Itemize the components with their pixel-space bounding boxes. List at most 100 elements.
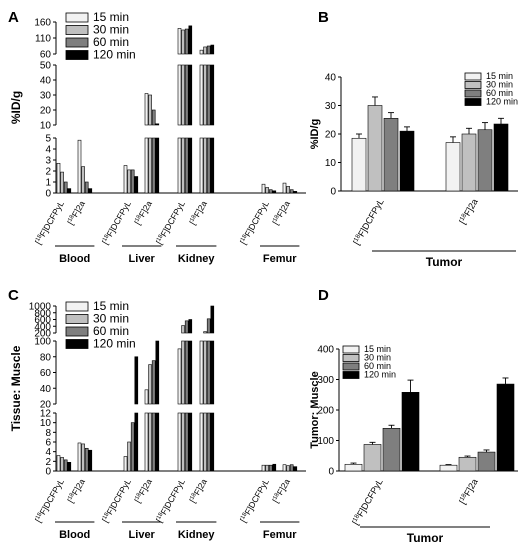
a-bar-c5-s3-seg1 — [210, 64, 215, 126]
a-legend-label-3: 120 min — [93, 48, 136, 62]
c-legend-swatch-2 — [65, 326, 89, 337]
a-x-tick-label-6: [18F]DCFPyL — [238, 199, 271, 246]
b-bar-c0-s2 — [383, 118, 399, 192]
a-y-tick-label-0-2: 2 — [45, 167, 51, 178]
a-bar-c4-s2-seg0 — [184, 137, 189, 194]
d-bar-c1-s2 — [477, 451, 496, 472]
a-bar-c3-s0-seg1 — [144, 93, 149, 126]
a-bar-c0-s0-seg0 — [56, 163, 61, 194]
a-y-tick-label-1-2: 30 — [40, 91, 52, 102]
c-bar-c6-s2-seg0 — [268, 464, 273, 472]
d-legend-swatch-3 — [342, 371, 360, 379]
a-bar-c5-s0-seg0 — [199, 137, 204, 194]
b-legend-swatch-2 — [464, 89, 482, 98]
a-bar-c5-s0-seg2 — [199, 49, 204, 55]
c-legend-swatch-3 — [65, 339, 89, 349]
a-legend-label-1: 30 min — [93, 23, 129, 37]
a-legend-swatch-0 — [65, 12, 89, 23]
d-legend-label-3: 120 min — [364, 370, 396, 380]
a-bar-c2-s2-seg0 — [130, 169, 135, 194]
a-bar-c1-s0-seg0 — [77, 139, 82, 194]
c-bar-c4-s3-seg1 — [188, 340, 193, 405]
c-y-label: Tissue: Muscle — [9, 345, 23, 431]
c-x-tick-label-6: [18F]DCFPyL — [238, 477, 271, 524]
c-y-tick-label-1-0: 20 — [40, 400, 52, 411]
b-legend-label-2: 60 min — [486, 88, 513, 98]
a-bar-c5-s3-seg2 — [210, 44, 215, 55]
panel-d-chart: 0 100 200 300 400 Tumor: Muscle [18F]DCFPyL [18… — [309, 344, 518, 545]
c-bar-c0-s3-seg0 — [67, 461, 72, 472]
c-y-tick-label-1-3: 80 — [40, 352, 52, 363]
a-y-tick-label-1-3: 40 — [40, 76, 52, 87]
c-bar-c2-s0-seg0 — [123, 456, 128, 472]
a-bar-c0-s1-seg0 — [60, 171, 64, 194]
c-bar-c4-s1-seg2 — [181, 325, 185, 334]
b-bar-c0-s3 — [399, 130, 415, 192]
c-x-tick-label-7: [18F]2a — [270, 477, 292, 505]
c-bar-c5-s3-seg2 — [210, 305, 215, 334]
a-y-tick-label-0-0: 0 — [45, 189, 51, 200]
c-bar-c0-s2-seg0 — [63, 459, 68, 472]
c-bar-c3-s1-seg0 — [148, 412, 152, 472]
c-bar-c5-s0-seg0 — [199, 412, 204, 472]
d-legend-label-0: 15 min — [364, 344, 391, 354]
c-group-label-1: Liver — [129, 529, 156, 541]
b-legend-swatch-0 — [464, 72, 482, 81]
a-bar-c5-s2-seg2 — [206, 45, 211, 55]
a-bar-c5-s1-seg1 — [203, 64, 207, 126]
b-x-label: Tumor — [426, 255, 463, 269]
c-bar-c4-s3-seg2 — [188, 319, 193, 334]
a-y-tick-label-2-0: 60 — [40, 50, 52, 61]
d-bar-c1-s0 — [439, 464, 458, 472]
c-y-tick-label-2-2: 600 — [34, 315, 51, 326]
a-bar-c5-s1-seg2 — [203, 46, 207, 55]
a-y-tick-label-0-4: 4 — [45, 145, 51, 156]
a-y-tick-label-1-0: 10 — [40, 121, 52, 132]
a-bar-c5-s0-seg1 — [199, 64, 204, 126]
c-group-label-0: Blood — [59, 529, 90, 541]
a-bar-c1-s2-seg0 — [84, 181, 89, 194]
b-legend-swatch-3 — [464, 98, 482, 106]
a-bar-c4-s3-seg1 — [188, 64, 193, 126]
a-bar-c4-s3-seg0 — [188, 137, 193, 194]
a-bar-c3-s0-seg0 — [144, 137, 149, 194]
c-y-tick-label-0-1: 2 — [45, 457, 51, 468]
d-bar-c1-s1 — [458, 456, 477, 472]
b-x-tick-label-1: [18F]2a — [457, 197, 479, 226]
a-bar-c0-s3-seg0 — [67, 188, 72, 194]
a-y-tick-label-2-1: 110 — [35, 34, 51, 45]
c-x-tick-label-4: [18F]DCFPyL — [154, 477, 187, 524]
a-bar-c6-s3-seg0 — [272, 190, 277, 194]
b-y-tick-label-0: 0 — [330, 187, 336, 198]
b-bar-c1-s0 — [445, 142, 461, 192]
c-bar-c4-s1-seg0 — [181, 412, 185, 472]
b-legend-label-0: 15 min — [486, 71, 513, 81]
a-bar-c3-s3-seg0 — [155, 137, 160, 194]
c-bar-c4-s2-seg0 — [184, 412, 189, 472]
c-y-tick-label-1-4: 100 — [34, 337, 51, 348]
panel-letter-c: C — [8, 287, 19, 304]
c-legend-swatch-0 — [65, 301, 89, 312]
c-y-tick-label-0-0: 0 — [45, 467, 51, 478]
a-x-tick-label-3: [18F]2a — [132, 199, 154, 227]
d-legend-swatch-1 — [342, 354, 360, 362]
c-bar-c2-s1-seg0 — [127, 441, 131, 472]
c-bar-c5-s3-seg1 — [210, 340, 215, 405]
c-bar-c4-s3-seg0 — [188, 412, 193, 472]
d-y-tick-label-2: 200 — [317, 406, 334, 417]
c-y-tick-label-0-4: 8 — [45, 428, 51, 439]
c-bar-c0-s0-seg0 — [56, 455, 61, 472]
b-legend-swatch-1 — [464, 81, 482, 89]
c-y-tick-label-1-1: 40 — [40, 384, 52, 395]
c-bar-c5-s2-seg1 — [206, 340, 211, 405]
d-legend-swatch-0 — [342, 345, 360, 354]
c-x-tick-label-3: [18F]2a — [132, 477, 154, 505]
b-y-label: %ID/g — [309, 119, 321, 150]
c-bar-c5-s1-seg1 — [203, 340, 207, 405]
a-bar-c4-s0-seg0 — [177, 137, 182, 194]
d-y-tick-label-0: 0 — [328, 467, 334, 478]
c-y-tick-label-0-2: 4 — [45, 447, 51, 458]
a-bar-c1-s3-seg0 — [88, 188, 93, 194]
c-x-tick-label-1: [18F]2a — [65, 477, 87, 505]
